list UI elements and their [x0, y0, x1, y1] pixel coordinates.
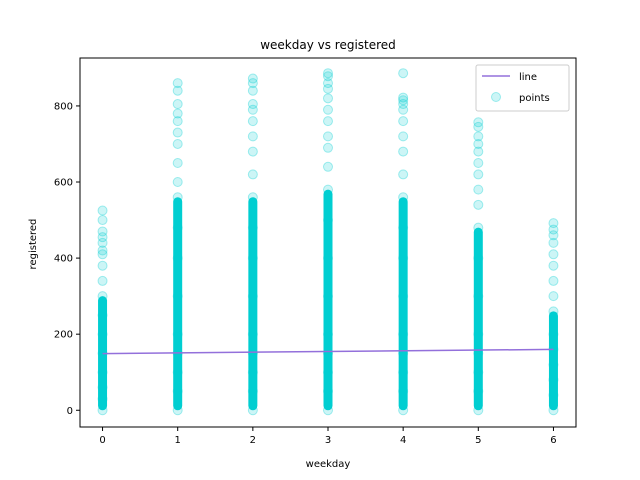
y-tick-label: 800	[54, 101, 73, 112]
data-point	[548, 249, 559, 260]
x-tick-label: 5	[475, 435, 481, 446]
x-axis-label: weekday	[306, 459, 351, 470]
data-point	[323, 93, 333, 104]
data-point	[473, 131, 484, 142]
points-column	[548, 311, 558, 411]
data-point	[323, 161, 333, 172]
data-point	[473, 199, 484, 210]
chart-title: weekday vs registered	[260, 38, 396, 52]
data-point	[548, 237, 559, 248]
data-point	[323, 104, 333, 115]
y-axis-label: registered	[28, 219, 39, 270]
points-series	[97, 68, 559, 416]
x-tick-label: 0	[99, 435, 105, 446]
x-tick-label: 3	[325, 435, 331, 446]
data-point	[323, 142, 333, 153]
data-point	[548, 224, 559, 235]
data-point	[548, 218, 559, 229]
data-point	[247, 104, 258, 115]
data-point	[473, 184, 484, 195]
x-tick-label: 6	[550, 435, 556, 446]
data-point	[398, 116, 409, 127]
legend-label-points: points	[519, 93, 550, 104]
data-point	[398, 169, 409, 180]
data-point	[247, 146, 258, 157]
data-point	[548, 260, 559, 271]
data-point	[473, 121, 484, 132]
data-point	[97, 260, 108, 271]
data-point	[97, 215, 108, 226]
data-point	[398, 146, 409, 157]
data-point	[398, 68, 409, 79]
data-point	[473, 138, 484, 149]
data-point	[398, 131, 409, 142]
data-point	[548, 275, 559, 286]
data-point	[323, 71, 333, 82]
data-point	[323, 78, 333, 89]
x-tick-label: 4	[400, 435, 406, 446]
legend-label-line: line	[519, 72, 537, 83]
data-point	[97, 275, 108, 286]
points-column	[173, 197, 183, 411]
data-point	[97, 237, 108, 248]
data-point	[247, 85, 258, 96]
points-column	[323, 189, 333, 411]
data-point	[473, 157, 484, 168]
data-point	[172, 78, 183, 89]
y-tick-label: 600	[54, 178, 73, 189]
data-point	[172, 108, 183, 119]
data-point	[247, 73, 258, 84]
y-tick-label: 0	[67, 406, 73, 417]
data-point	[323, 83, 333, 94]
data-point	[172, 99, 183, 110]
data-point	[97, 205, 108, 216]
legend: line points	[475, 64, 570, 112]
x-tick-label: 2	[250, 435, 256, 446]
x-tick-label: 1	[175, 435, 181, 446]
data-point	[97, 226, 108, 237]
data-point	[398, 95, 409, 106]
data-point	[473, 146, 484, 157]
data-point	[247, 78, 258, 89]
data-point	[97, 232, 108, 243]
data-point	[323, 131, 333, 142]
data-point	[172, 177, 183, 188]
data-point	[247, 169, 258, 180]
data-point	[97, 249, 108, 260]
points-column	[248, 197, 258, 411]
data-point	[548, 291, 559, 302]
data-point	[323, 116, 333, 127]
data-point	[247, 116, 258, 127]
data-point	[323, 68, 333, 79]
data-point	[247, 131, 258, 142]
data-point	[172, 85, 183, 96]
line-series	[102, 348, 554, 355]
data-point	[172, 116, 183, 127]
data-point	[247, 99, 258, 110]
data-point	[473, 169, 484, 180]
data-point	[398, 92, 409, 103]
data-point	[172, 157, 183, 168]
data-point	[398, 99, 409, 110]
plot-area: 0 1 2 3 4 5 6 0 200 400 600 800	[54, 57, 577, 446]
points-column	[398, 197, 408, 411]
data-point	[172, 138, 183, 149]
data-point	[398, 104, 409, 115]
points-column	[473, 227, 483, 411]
data-point	[548, 230, 559, 241]
legend-point-swatch	[491, 92, 501, 102]
data-point	[97, 245, 108, 256]
y-tick-label: 400	[54, 254, 73, 265]
data-point	[172, 127, 183, 138]
y-tick-label: 200	[54, 330, 73, 341]
data-point	[473, 117, 484, 128]
